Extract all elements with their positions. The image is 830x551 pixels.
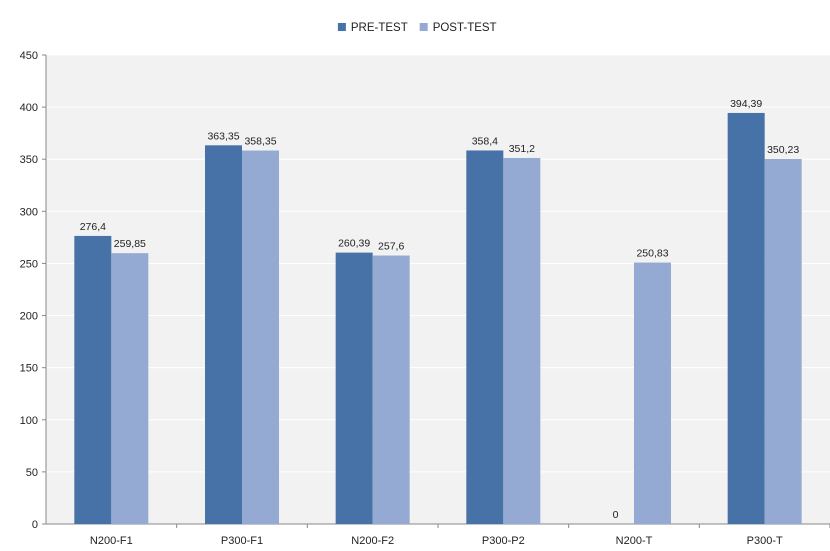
bar-post-test	[372, 255, 410, 524]
bar-pre-test	[466, 150, 504, 524]
y-tick-label: 200	[20, 311, 38, 323]
legend-swatch	[337, 23, 346, 31]
x-category-label: P300-P2	[482, 535, 525, 547]
data-label: 260,39	[338, 238, 370, 250]
data-label: 0	[613, 509, 619, 521]
bar-pre-test	[727, 112, 765, 524]
data-label: 276,4	[80, 221, 106, 233]
x-category-label: P300-T	[747, 535, 783, 547]
data-label: 350,23	[767, 144, 799, 156]
legend-label: POST-TEST	[433, 22, 497, 34]
x-category-label: P300-F1	[221, 535, 263, 547]
data-label: 358,35	[244, 136, 276, 148]
bar-pre-test	[74, 235, 112, 524]
legend-label: PRE-TEST	[351, 22, 408, 34]
y-tick-label: 150	[20, 363, 38, 375]
y-tick-label: 100	[20, 415, 38, 427]
x-category-label: N200-F2	[351, 535, 394, 547]
y-tick-label: 450	[20, 50, 38, 62]
bar-post-test	[242, 150, 279, 525]
y-tick-label: 250	[20, 258, 38, 270]
data-label: 358,4	[472, 135, 498, 147]
legend-swatch	[419, 23, 428, 31]
bar-pre-test	[205, 145, 242, 525]
y-tick-label: 50	[26, 467, 38, 479]
bar-post-test	[634, 262, 671, 524]
data-label: 257,6	[378, 241, 404, 253]
data-label: 250,83	[636, 248, 668, 260]
y-tick-label: 350	[20, 154, 38, 166]
data-label: 363,35	[207, 130, 239, 142]
bar-post-test	[503, 157, 541, 524]
data-label: 351,2	[509, 143, 535, 155]
x-category-label: N200-F1	[90, 535, 133, 547]
y-tick-label: 300	[20, 206, 38, 218]
bar-post-test	[111, 253, 149, 524]
data-label: 259,85	[114, 238, 146, 250]
data-label: 394,39	[730, 98, 762, 110]
plot-area	[46, 55, 830, 524]
bar-pre-test	[335, 252, 373, 524]
y-tick-label: 0	[32, 519, 38, 531]
bar-post-test	[764, 158, 802, 524]
y-tick-label: 400	[20, 102, 38, 114]
x-category-label: N200-T	[616, 535, 653, 547]
